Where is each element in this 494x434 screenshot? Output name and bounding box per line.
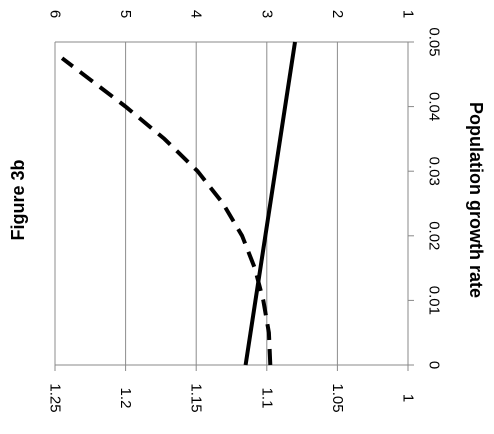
chart-title: Figure 3b bbox=[8, 159, 28, 240]
right-axis-tick-label: 3 bbox=[258, 10, 275, 18]
right-axis-tick-label: 1 bbox=[400, 10, 417, 18]
right-axis-tick-labels: 1 2 3 4 5 6 bbox=[47, 10, 417, 18]
x-axis-tick-label: 0.04 bbox=[426, 92, 443, 121]
left-axis-tick-label: 1 bbox=[400, 394, 417, 402]
x-axis-tick-labels: 0 0.01 0.02 0.03 0.04 0.05 bbox=[408, 27, 443, 369]
series-group bbox=[60, 41, 297, 366]
right-axis-tick-label: 2 bbox=[329, 10, 346, 18]
x-axis-tick-label: 0.03 bbox=[426, 157, 443, 186]
left-axis-tick-label: 1.15 bbox=[188, 383, 205, 412]
x-axis-tick-label: 0.05 bbox=[426, 27, 443, 56]
gridlines bbox=[54, 42, 409, 366]
dashed-series-line bbox=[60, 56, 273, 366]
left-axis-tick-label: 1.2 bbox=[117, 388, 134, 409]
right-axis-tick-label: 4 bbox=[188, 10, 205, 18]
left-axis-tick-label: 1.05 bbox=[329, 383, 346, 412]
left-axis-tick-label: 1.25 bbox=[47, 383, 64, 412]
x-axis-tick-label: 0.02 bbox=[426, 221, 443, 250]
x-axis-tick-label: 0.01 bbox=[426, 286, 443, 315]
solid-series-line bbox=[243, 41, 297, 366]
x-axis-title: Population growth rate bbox=[466, 102, 486, 298]
right-axis-tick-label: 6 bbox=[47, 10, 64, 18]
left-axis-tick-labels: 1 1.05 1.1 1.15 1.2 1.25 bbox=[47, 365, 417, 413]
right-axis-tick-label: 5 bbox=[117, 10, 134, 18]
left-axis-tick-label: 1.1 bbox=[258, 388, 275, 409]
x-axis-tick-label: 0 bbox=[426, 361, 443, 369]
